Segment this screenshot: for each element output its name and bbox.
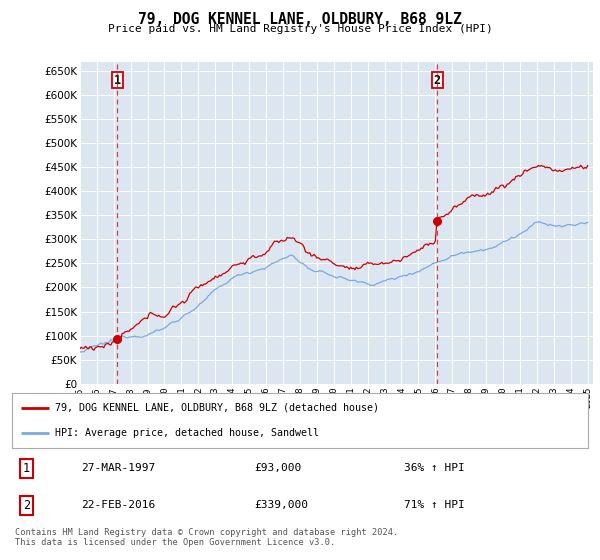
Text: 79, DOG KENNEL LANE, OLDBURY, B68 9LZ (detached house): 79, DOG KENNEL LANE, OLDBURY, B68 9LZ (d… (55, 403, 379, 413)
Text: 27-MAR-1997: 27-MAR-1997 (81, 463, 155, 473)
Text: Price paid vs. HM Land Registry's House Price Index (HPI): Price paid vs. HM Land Registry's House … (107, 24, 493, 34)
Text: 36% ↑ HPI: 36% ↑ HPI (404, 463, 464, 473)
Text: £93,000: £93,000 (254, 463, 301, 473)
Text: 79, DOG KENNEL LANE, OLDBURY, B68 9LZ: 79, DOG KENNEL LANE, OLDBURY, B68 9LZ (138, 12, 462, 27)
Text: Contains HM Land Registry data © Crown copyright and database right 2024.
This d: Contains HM Land Registry data © Crown c… (15, 528, 398, 547)
Text: 2: 2 (434, 73, 441, 87)
Text: HPI: Average price, detached house, Sandwell: HPI: Average price, detached house, Sand… (55, 428, 319, 438)
Text: 71% ↑ HPI: 71% ↑ HPI (404, 500, 464, 510)
Text: 1: 1 (113, 73, 121, 87)
Text: 1: 1 (23, 461, 30, 475)
Text: 22-FEB-2016: 22-FEB-2016 (81, 500, 155, 510)
Text: 2: 2 (23, 498, 30, 512)
Text: £339,000: £339,000 (254, 500, 308, 510)
